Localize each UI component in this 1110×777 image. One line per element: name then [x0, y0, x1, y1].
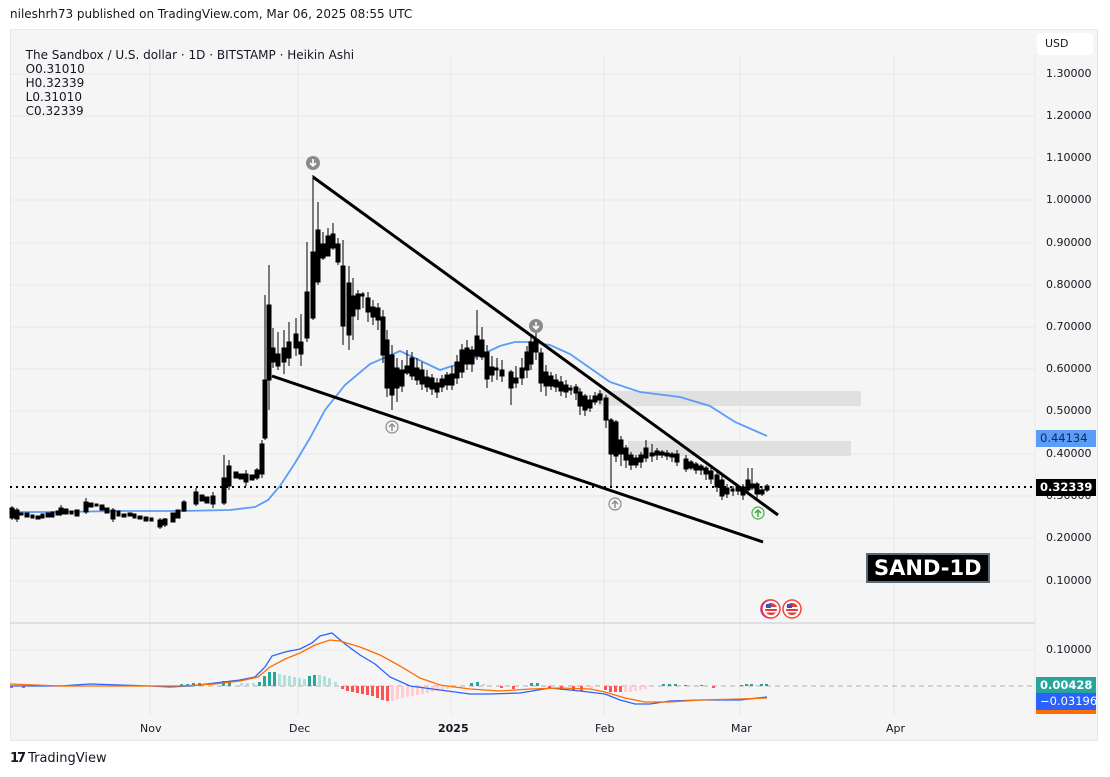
price-tick: 0.40000 — [1046, 447, 1092, 460]
ohlc-high: H0.32339 — [25, 76, 85, 90]
ohlc-low: L0.31010 — [25, 90, 82, 104]
price-tick: 0.20000 — [1046, 531, 1092, 544]
symbol-description: The Sandbox / U.S. dollar · 1D · BITSTAM… — [25, 48, 355, 62]
wedge-lower-trendline — [271, 374, 764, 544]
ohlc-open: O0.31010 — [25, 62, 85, 76]
signal-line — [9, 639, 768, 703]
published-line: nileshrh73 published on TradingView.com,… — [10, 7, 413, 21]
macd-value-tag: −0.03196 — [1036, 693, 1097, 714]
time-tick: Apr — [886, 722, 906, 735]
arrow-down-icon — [306, 156, 320, 170]
symbol-legend: The Sandbox / U.S. dollar · 1D · BITSTAM… — [18, 34, 360, 118]
us-flag-event-icon — [782, 599, 802, 619]
price-tick: 1.10000 — [1046, 151, 1092, 164]
price-tick: 0.50000 — [1046, 404, 1092, 417]
arrow-down-icon — [529, 319, 543, 333]
price-tick: 0.90000 — [1046, 236, 1092, 249]
candles — [9, 175, 770, 529]
ma-value-tag: 0.44134 — [1036, 430, 1096, 447]
price-tick: 1.20000 — [1046, 109, 1092, 122]
time-tick: Mar — [731, 722, 752, 735]
price-tick: 0.80000 — [1046, 278, 1092, 291]
price-tick: 0.70000 — [1046, 320, 1092, 333]
arrow-up-icon — [385, 420, 399, 434]
tradingview-logo-icon: 17 — [10, 751, 26, 766]
time-tick: Nov — [140, 722, 162, 735]
ohlc-close: C0.32339 — [25, 104, 84, 118]
price-tick: 1.30000 — [1046, 67, 1092, 80]
time-tick: Feb — [595, 722, 615, 735]
price-tick: 0.60000 — [1046, 362, 1092, 375]
resistance-zone-upper — [598, 391, 861, 406]
us-flag-event-icon — [760, 599, 781, 619]
time-tick: 2025 — [438, 722, 469, 735]
brand-name: TradingView — [28, 751, 107, 766]
price-tick: 0.10000 — [1046, 574, 1092, 587]
moving-average-line — [10, 341, 768, 513]
price-tick: 1.00000 — [1046, 193, 1092, 206]
chart-annotation-label[interactable]: SAND-1D — [866, 553, 990, 583]
macd-tick: 0.10000 — [1046, 643, 1092, 656]
histogram-value-tag: 0.00428 — [1036, 677, 1096, 694]
arrow-up-green-icon — [751, 506, 765, 520]
last-price-tag: 0.32339 — [1036, 479, 1096, 496]
footer-brand[interactable]: 17 TradingView — [10, 751, 107, 766]
wedge-upper-trendline — [312, 175, 779, 517]
currency-button[interactable]: USD — [1037, 33, 1093, 55]
time-tick: Dec — [289, 722, 311, 735]
arrow-up-icon — [608, 497, 622, 511]
